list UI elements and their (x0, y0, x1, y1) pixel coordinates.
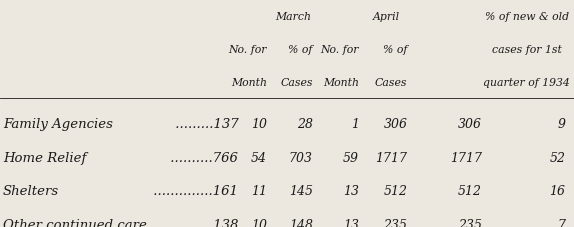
Text: 13: 13 (343, 185, 359, 198)
Text: Home Relief: Home Relief (3, 152, 86, 165)
Text: 306: 306 (383, 118, 408, 131)
Text: Family Agencies: Family Agencies (3, 118, 113, 131)
Text: Shelters: Shelters (3, 185, 59, 198)
Text: 235: 235 (458, 219, 482, 227)
Text: Cases: Cases (375, 78, 408, 88)
Text: 145: 145 (289, 185, 313, 198)
Text: 148: 148 (289, 219, 313, 227)
Text: 703: 703 (289, 152, 313, 165)
Text: ..........766: ..........766 (166, 152, 238, 165)
Text: No. for: No. for (320, 45, 359, 55)
Text: April: April (373, 12, 400, 22)
Text: 59: 59 (343, 152, 359, 165)
Text: 7: 7 (557, 219, 565, 227)
Text: % of: % of (383, 45, 408, 55)
Text: March: March (275, 12, 311, 22)
Text: 13: 13 (343, 219, 359, 227)
Text: % of: % of (289, 45, 313, 55)
Text: 10: 10 (251, 219, 267, 227)
Text: 512: 512 (458, 185, 482, 198)
Text: 10: 10 (251, 118, 267, 131)
Text: 54: 54 (251, 152, 267, 165)
Text: 11: 11 (251, 185, 267, 198)
Text: 512: 512 (383, 185, 408, 198)
Text: 16: 16 (549, 185, 565, 198)
Text: quarter of 1934: quarter of 1934 (483, 78, 570, 88)
Text: Cases: Cases (280, 78, 313, 88)
Text: ..............161: ..............161 (149, 185, 238, 198)
Text: 1717: 1717 (375, 152, 408, 165)
Text: cases for 1st: cases for 1st (492, 45, 561, 55)
Text: 28: 28 (297, 118, 313, 131)
Text: 306: 306 (458, 118, 482, 131)
Text: 52: 52 (549, 152, 565, 165)
Text: 9: 9 (557, 118, 565, 131)
Text: Other continued care: Other continued care (3, 219, 147, 227)
Text: Month: Month (323, 78, 359, 88)
Text: % of new & old: % of new & old (484, 12, 569, 22)
Text: .........137: .........137 (170, 118, 238, 131)
Text: 1717: 1717 (450, 152, 482, 165)
Text: No. for: No. for (228, 45, 267, 55)
Text: Month: Month (231, 78, 267, 88)
Text: 1: 1 (351, 118, 359, 131)
Text: ....138: ....138 (192, 219, 238, 227)
Text: 235: 235 (383, 219, 408, 227)
